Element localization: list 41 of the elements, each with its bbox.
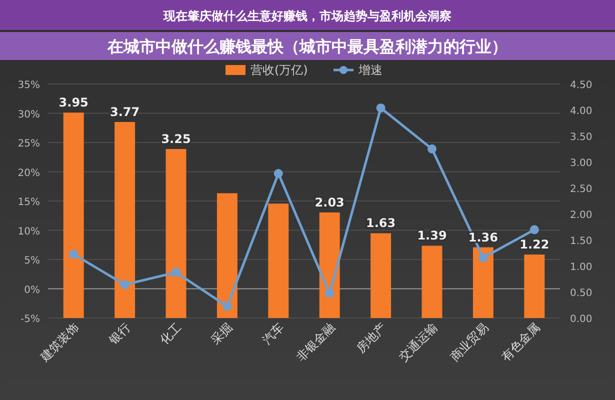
y2-tick-label: 4.50	[570, 80, 592, 91]
y-tick-label: 25%	[18, 138, 40, 150]
y-tick-label: 5%	[24, 256, 40, 266]
subtitle-banner: 在城市中做什么赚钱最快（城市中最具盈利潜力的行业）	[0, 32, 615, 60]
x-tick-label: 商业贸易	[447, 320, 492, 364]
legend-label: 营收(万亿)	[250, 63, 308, 77]
y-tick-label: -5%	[20, 314, 40, 325]
data-label: 3.25	[161, 132, 191, 146]
data-label: 2.03	[314, 195, 344, 210]
y2-tick-label: 2.50	[570, 184, 592, 195]
data-label: 1.39	[417, 228, 447, 243]
y2-tick-label: 0.50	[570, 288, 592, 299]
data-label: 1.63	[366, 216, 396, 230]
x-tick-label: 汽车	[260, 320, 287, 348]
y2-tick-label: 3.00	[570, 158, 592, 169]
y2-tick-label: 0.00	[570, 314, 592, 325]
title-bar: 现在肇庆做什么生意好赚钱，市场趋势与盈利机会洞察	[0, 0, 615, 30]
x-tick-label: 银行	[105, 320, 133, 348]
y2-tick-label: 1.50	[570, 236, 592, 247]
chart-title: 现在肇庆做什么生意好赚钱，市场趋势与盈利机会洞察	[162, 9, 452, 23]
x-tick-label: 交通运输	[396, 320, 440, 364]
x-tick-label: 有色金属	[498, 320, 543, 364]
y2-tick-label: 1.00	[570, 262, 592, 273]
y2-tick-label: 2.00	[570, 210, 592, 221]
x-tick-label: 化工	[157, 320, 184, 348]
chart-subtitle: 在城市中做什么赚钱最快（城市中最具盈利潜力的行业）	[106, 37, 508, 56]
data-label: 3.95	[58, 96, 88, 110]
y2-tick-label: 3.50	[570, 132, 592, 143]
y-tick-label: 15%	[18, 197, 40, 208]
x-tick-label: 非银金融	[294, 320, 338, 364]
legend-label: 增速	[358, 63, 382, 77]
y-tick-label: 35%	[18, 80, 40, 91]
y2-tick-label: 4.00	[570, 106, 592, 117]
data-label: 3.77	[110, 104, 140, 119]
data-label: 1.22	[520, 238, 550, 252]
y-tick-label: 10%	[18, 226, 40, 238]
x-tick-label: 采掘	[208, 320, 236, 348]
y-tick-label: 20%	[18, 168, 40, 179]
x-tick-label: 房地产	[354, 320, 389, 356]
y-tick-label: 0%	[24, 284, 40, 296]
y-tick-label: 30%	[18, 109, 40, 120]
